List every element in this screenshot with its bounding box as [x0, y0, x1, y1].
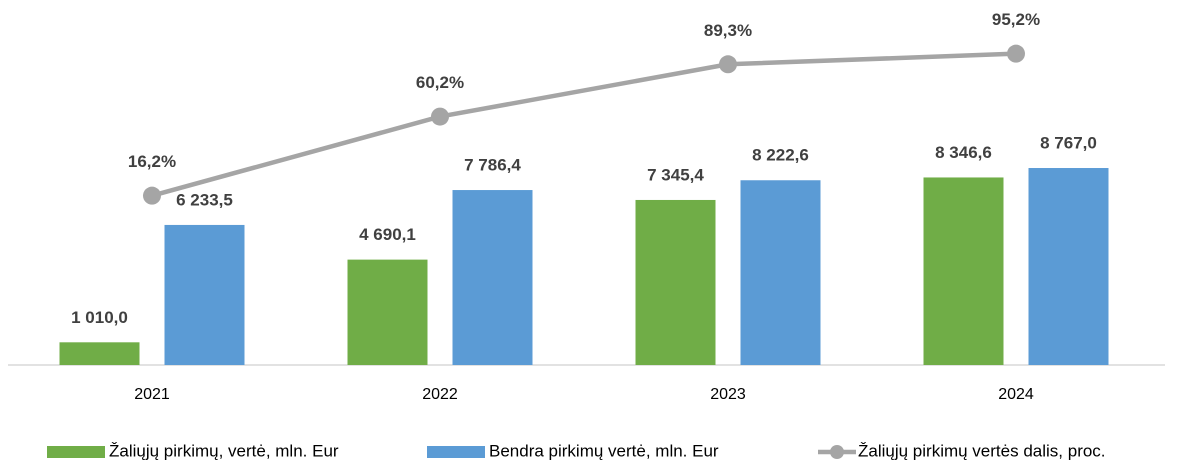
data-label: 89,3%: [704, 21, 752, 40]
bar: [740, 180, 821, 365]
legend-label: Bendra pirkimų vertė, mln. Eur: [489, 441, 719, 460]
line-point: [143, 186, 161, 205]
data-label: 7 786,4: [464, 156, 521, 175]
data-label: 8 222,6: [752, 146, 809, 165]
bar: [164, 224, 245, 365]
x-tick-label: 2022: [422, 386, 458, 403]
legend-marker: [830, 445, 844, 459]
bar: [59, 342, 140, 365]
bar: [1028, 168, 1109, 365]
bar: [452, 190, 533, 365]
x-tick-label: 2021: [134, 386, 170, 403]
data-label: 7 345,4: [647, 165, 704, 184]
data-label: 8 346,6: [935, 143, 992, 162]
legend-swatch: [427, 446, 485, 458]
bar: [923, 177, 1004, 365]
data-label: 4 690,1: [359, 225, 416, 244]
legend-label: Žaliųjų pirkimų, vertė, mln. Eur: [109, 441, 339, 460]
x-tick-label: 2023: [710, 386, 746, 403]
bar: [347, 259, 428, 365]
data-label: 8 767,0: [1040, 134, 1097, 153]
line-point: [431, 107, 449, 126]
data-label: 16,2%: [128, 152, 176, 171]
line-point: [719, 55, 737, 74]
legend-label: Žaliųjų pirkimų vertės dalis, proc.: [858, 441, 1106, 460]
line-point: [1007, 44, 1025, 63]
data-label: 95,2%: [992, 10, 1040, 29]
data-label: 60,2%: [416, 73, 464, 92]
data-label: 1 010,0: [71, 308, 128, 327]
data-label: 6 233,5: [176, 190, 233, 209]
bar: [635, 199, 716, 365]
x-tick-label: 2024: [998, 386, 1034, 403]
legend-swatch: [47, 446, 105, 458]
line: [151, 51, 1017, 198]
